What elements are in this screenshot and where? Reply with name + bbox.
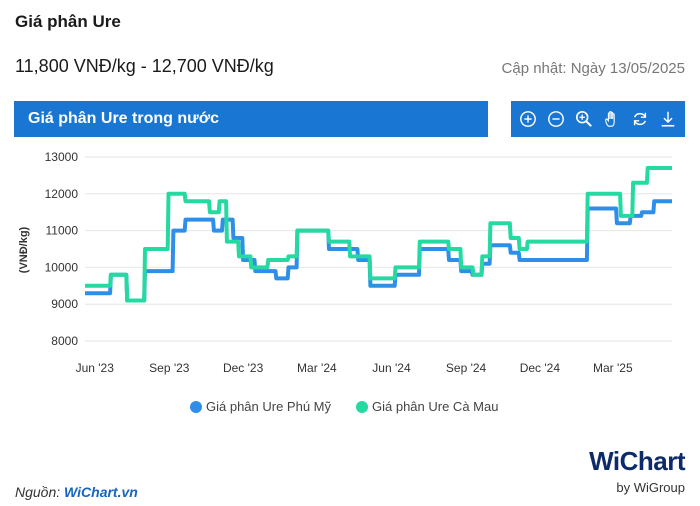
y-tick-label: 13000 <box>45 150 79 164</box>
wichart-logo: WiChart by WiGroup <box>575 446 685 498</box>
series-line-0[interactable] <box>85 199 672 303</box>
source-label: Nguồn: <box>15 484 61 500</box>
x-tick-label: Mar '24 <box>297 361 337 375</box>
x-tick-label: Jun '23 <box>76 361 115 375</box>
source-link[interactable]: WiChart.vn <box>64 484 138 500</box>
y-axis-label: (VNĐ/kg) <box>18 226 30 273</box>
x-tick-label: Sep '23 <box>149 361 190 375</box>
legend-label[interactable]: Giá phân Ure Cà Mau <box>372 399 498 414</box>
x-tick-label: Dec '23 <box>223 361 264 375</box>
legend-marker <box>356 401 368 413</box>
page-title: Giá phân Ure <box>15 12 121 31</box>
update-date: Cập nhật: Ngày 13/05/2025 <box>501 60 685 77</box>
y-tick-label: 8000 <box>51 334 78 348</box>
magnify-icon[interactable] <box>573 108 595 130</box>
logo-sub: by WiGroup <box>616 480 685 495</box>
y-tick-label: 9000 <box>51 297 78 311</box>
chart-toolbar <box>511 101 685 137</box>
y-tick-label: 11000 <box>46 224 79 238</box>
legend-marker <box>190 401 202 413</box>
reset-icon[interactable] <box>629 108 651 130</box>
download-icon[interactable] <box>657 108 679 130</box>
series-line-1[interactable] <box>85 166 672 303</box>
price-range: 11,800 VNĐ/kg - 12,700 VNĐ/kg <box>15 56 274 76</box>
x-tick-label: Dec '24 <box>520 361 561 375</box>
x-tick-label: Mar '25 <box>593 361 633 375</box>
source-note: Nguồn: WiChart.vn <box>15 484 138 500</box>
pan-hand-icon[interactable] <box>601 108 623 130</box>
logo-text: WiChart <box>589 446 685 476</box>
zoom-out-icon[interactable] <box>545 108 567 130</box>
legend-label[interactable]: Giá phân Ure Phú Mỹ <box>206 399 332 414</box>
x-tick-label: Jun '24 <box>372 361 411 375</box>
y-tick-label: 10000 <box>45 260 79 274</box>
zoom-in-icon[interactable] <box>517 108 539 130</box>
chart-panel-title: Giá phân Ure trong nước <box>14 101 488 137</box>
x-tick-label: Sep '24 <box>446 361 487 375</box>
y-tick-label: 12000 <box>45 187 79 201</box>
